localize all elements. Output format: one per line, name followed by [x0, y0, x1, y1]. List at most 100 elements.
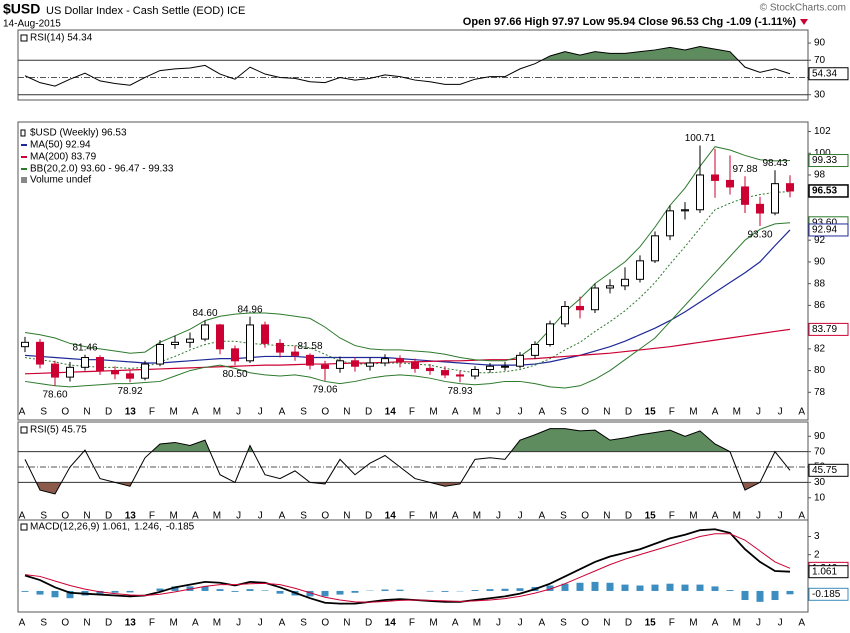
x-tick-label: S: [40, 618, 47, 629]
moving-average: [24, 229, 791, 366]
x-tick-label: D: [365, 618, 372, 629]
x-tick-label: A: [192, 407, 199, 418]
legend-entry: MA(200) 83.79: [30, 152, 97, 163]
histogram-bar: [681, 584, 689, 591]
candle-body: [366, 362, 374, 367]
price-annotation: 78.93: [447, 386, 472, 397]
x-tick-label: D: [105, 407, 112, 418]
x-tick-label: M: [473, 407, 481, 418]
histogram-bar: [591, 581, 599, 591]
x-tick-label: S: [300, 407, 307, 418]
histogram-bar: [726, 590, 734, 591]
x-tick-label: S: [40, 511, 47, 522]
candle-body: [741, 186, 749, 205]
x-tick-label: M: [169, 407, 177, 418]
overbought-fill: [25, 428, 790, 452]
legend-icon: [20, 523, 28, 531]
y-tick-label: 80: [814, 365, 826, 376]
x-tick-label: A: [452, 511, 459, 522]
x-tick-label: A: [279, 407, 286, 418]
candle-body: [771, 183, 779, 214]
price-annotation: 80.50: [222, 369, 247, 380]
x-tick-label: J: [778, 407, 783, 418]
x-tick-label: M: [213, 511, 221, 522]
x-tick-label: 15: [645, 511, 657, 522]
x-tick-label: M: [429, 407, 437, 418]
x-tick-label: O: [581, 618, 589, 629]
histogram-bar: [636, 585, 644, 591]
histogram-bar: [546, 585, 554, 591]
histogram-bar: [156, 588, 164, 591]
candle-body: [246, 324, 254, 362]
candle-body: [516, 354, 524, 367]
candle-body: [111, 370, 119, 375]
candle-body: [756, 203, 764, 214]
candle-body: [351, 360, 359, 367]
x-tick-label: O: [61, 407, 69, 418]
histogram-bar: [561, 583, 569, 591]
candle-body: [636, 260, 644, 280]
y-tick-label: 86: [814, 300, 826, 311]
candle-body: [711, 174, 719, 181]
pane-frame: [17, 121, 809, 421]
candle-body: [186, 338, 194, 343]
x-tick-label: O: [61, 511, 69, 522]
instrument-name: US Dollar Index - Cash Settle (EOD) ICE: [46, 5, 245, 17]
x-tick-label: J: [258, 511, 263, 522]
candle-body: [276, 342, 284, 353]
x-tick-label: M: [689, 511, 697, 522]
x-tick-label: 15: [645, 407, 657, 418]
candle-body: [201, 324, 209, 340]
x-tick-label: D: [105, 618, 112, 629]
x-tick-label: 14: [385, 618, 397, 629]
x-tick-label: A: [712, 511, 719, 522]
y-tick-label: 2: [814, 549, 820, 560]
histogram-bar: [786, 590, 794, 595]
candle-body: [321, 364, 329, 369]
x-tick-label: M: [689, 407, 697, 418]
histogram-bar: [771, 590, 779, 601]
x-tick-label: O: [61, 618, 69, 629]
macd-line: [24, 533, 791, 603]
x-tick-label: S: [300, 511, 307, 522]
x-tick-label: 13: [125, 618, 137, 629]
histogram-bar: [396, 589, 404, 591]
x-tick-label: J: [756, 511, 761, 522]
legend-entry: 1.246,: [134, 522, 162, 533]
candle-body: [666, 210, 674, 237]
legend: $USD (Weekly) 96.53: [30, 128, 127, 139]
macd-line: [24, 528, 791, 605]
y-tick-label: 3: [814, 531, 820, 542]
candle-body: [141, 363, 149, 379]
candle-body: [501, 365, 509, 368]
histogram-bar: [111, 590, 119, 593]
x-tick-label: F: [669, 407, 675, 418]
y-tick-label: 98: [814, 170, 826, 181]
legend-entry: MA(50) 92.94: [30, 140, 91, 151]
x-tick-label: A: [279, 618, 286, 629]
legend-icon: [20, 34, 28, 42]
candle-body: [471, 368, 479, 377]
legend-entry: Volume undef: [30, 175, 91, 186]
price-annotation: 84.60: [192, 308, 217, 319]
y-tick-label: 10: [814, 492, 826, 503]
x-tick-label: A: [798, 618, 805, 629]
value-tag-box: [808, 587, 849, 601]
histogram-bar: [516, 588, 524, 591]
price-annotation: 98.43: [762, 158, 787, 169]
y-tick-label: 70: [814, 446, 826, 457]
histogram-bar: [36, 590, 44, 595]
value-tag: -0.185: [812, 589, 841, 600]
price-annotation: 78.60: [42, 389, 67, 400]
x-tick-label: A: [539, 511, 546, 522]
x-tick-label: 13: [125, 511, 137, 522]
rsi-line: [24, 428, 791, 495]
x-tick-label: A: [19, 407, 26, 418]
legend: RSI(5) 45.75: [30, 425, 87, 436]
histogram-bar: [231, 590, 239, 592]
value-tag-box: [808, 322, 849, 336]
legend-icon: [20, 426, 28, 434]
symbol: $USD: [3, 1, 40, 17]
x-tick-label: M: [213, 618, 221, 629]
histogram-bar: [51, 590, 59, 598]
